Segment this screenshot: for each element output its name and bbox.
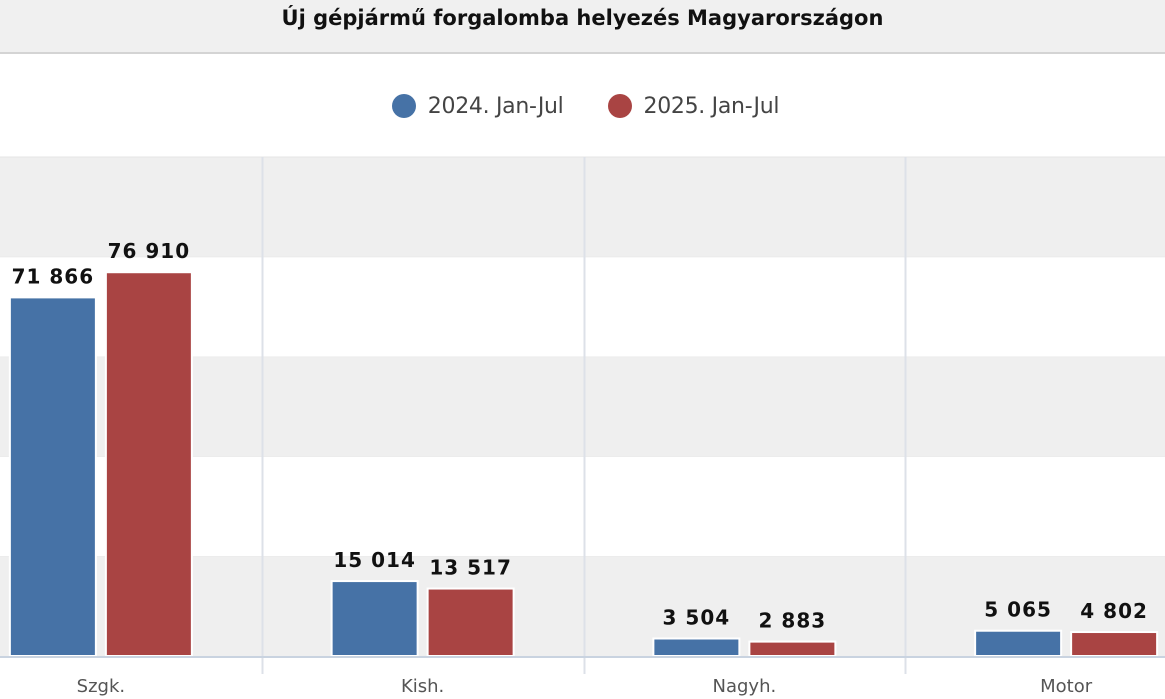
bar-szgk-2025: [104, 271, 193, 657]
plot-bands: [0, 156, 1165, 656]
legend: 2024. Jan-Jul 2025. Jan-Jul: [0, 88, 1165, 124]
x-tick-label: Szgk.: [77, 676, 125, 697]
data-labels: 71 866 15 014 3 504 5 065 76 910 13 517 2 883 4…: [12, 239, 1148, 633]
data-label: 2 883: [759, 609, 827, 633]
plot-band: [0, 556, 1165, 656]
bar-szgk-2024: [8, 296, 97, 657]
data-label: 15 014: [333, 548, 416, 572]
data-label: 3 504: [663, 606, 731, 630]
legend-item-2024[interactable]: 2024. Jan-Jul: [391, 93, 564, 119]
legend-label-2025: 2025. Jan-Jul: [643, 93, 780, 119]
x-axis: Szgk. Kish. Nagyh. Motor: [0, 656, 1165, 697]
chart-title: Új gépjármű forgalomba helyezés Magyaror…: [281, 6, 884, 30]
data-label: 13 517: [429, 556, 512, 580]
data-label: 76 910: [108, 239, 191, 263]
bar-motor-2024: [974, 629, 1063, 657]
vertical-gridlines: [261, 157, 907, 674]
plot-band: [0, 157, 1165, 257]
plot-band: [0, 256, 1165, 357]
data-label: 5 065: [984, 598, 1052, 622]
x-tick-label: Nagyh.: [713, 676, 777, 697]
legend-label-2024: 2024. Jan-Jul: [427, 93, 564, 119]
bar-nagyh-2025: [748, 640, 837, 657]
x-tick-label: Kish.: [401, 676, 444, 697]
legend-item-2025[interactable]: 2025. Jan-Jul: [607, 93, 780, 119]
bars: [8, 271, 1159, 658]
bar-kish-2024: [330, 580, 419, 657]
data-label: 71 866: [12, 264, 95, 288]
bar-motor-2025: [1070, 631, 1159, 658]
title-bar: Új gépjármű forgalomba helyezés Magyaror…: [0, 0, 1165, 54]
x-tick-label: Motor: [1040, 676, 1093, 697]
plot-band: [0, 356, 1165, 457]
legend-marker-2024: [391, 94, 416, 118]
legend-marker-2025: [607, 94, 632, 118]
plot-band: [0, 456, 1165, 557]
bar-kish-2025: [426, 587, 515, 657]
bar-nagyh-2024: [652, 637, 741, 657]
data-label: 4 802: [1080, 599, 1148, 623]
